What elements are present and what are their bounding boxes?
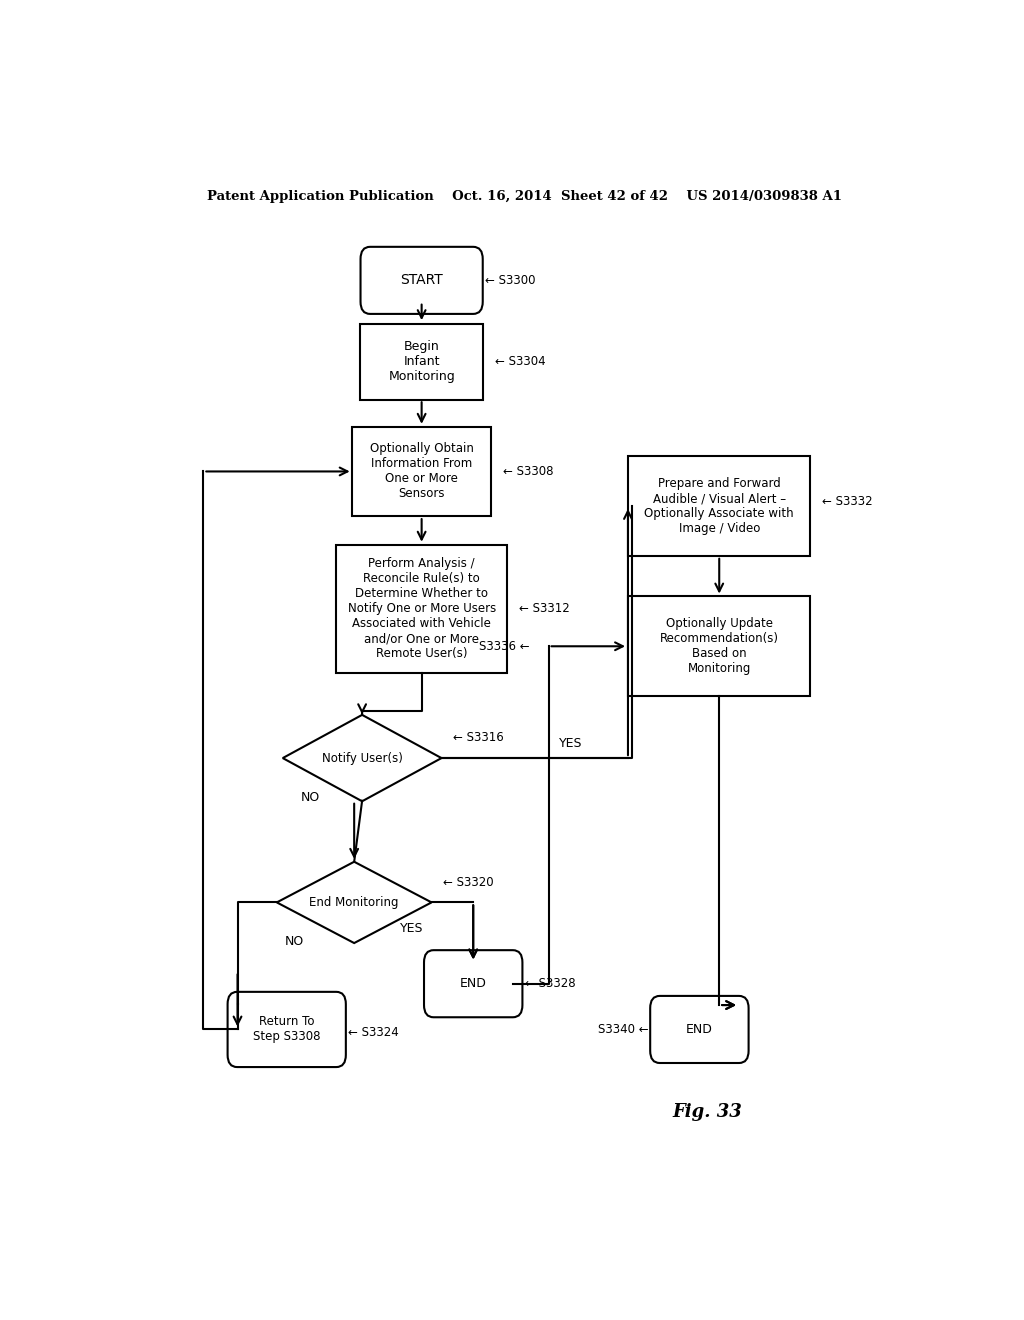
Polygon shape — [283, 715, 441, 801]
Text: Optionally Obtain
Information From
One or More
Sensors: Optionally Obtain Information From One o… — [370, 442, 473, 500]
FancyBboxPatch shape — [650, 995, 749, 1063]
Text: ← S3332: ← S3332 — [822, 495, 873, 508]
Text: Optionally Update
Recommendation(s)
Based on
Monitoring: Optionally Update Recommendation(s) Base… — [659, 618, 778, 676]
FancyBboxPatch shape — [360, 247, 482, 314]
Text: ← S3300: ← S3300 — [485, 273, 536, 286]
Text: END: END — [686, 1023, 713, 1036]
FancyBboxPatch shape — [424, 950, 522, 1018]
Text: START: START — [400, 273, 443, 288]
Bar — [628, 457, 811, 556]
Text: ← S3308: ← S3308 — [503, 465, 554, 478]
Text: Begin
Infant
Monitoring: Begin Infant Monitoring — [388, 341, 455, 383]
Text: S3336 ←: S3336 ← — [479, 640, 529, 653]
Bar — [336, 545, 507, 673]
Text: Patent Application Publication    Oct. 16, 2014  Sheet 42 of 42    US 2014/03098: Patent Application Publication Oct. 16, … — [207, 190, 843, 202]
Text: Perform Analysis /
Reconcile Rule(s) to
Determine Whether to
Notify One or More : Perform Analysis / Reconcile Rule(s) to … — [347, 557, 496, 660]
Text: ← S3320: ← S3320 — [443, 875, 495, 888]
Text: NO: NO — [301, 791, 321, 804]
FancyBboxPatch shape — [227, 991, 346, 1067]
Bar — [360, 323, 483, 400]
Text: YES: YES — [400, 923, 424, 936]
Text: NO: NO — [285, 935, 304, 948]
Text: Prepare and Forward
Audible / Visual Alert –
Optionally Associate with
Image / V: Prepare and Forward Audible / Visual Ale… — [644, 477, 794, 535]
Text: ← S3304: ← S3304 — [495, 355, 546, 368]
Text: ← S3324: ← S3324 — [348, 1026, 399, 1039]
Bar — [352, 426, 492, 516]
Text: Notify User(s): Notify User(s) — [322, 751, 402, 764]
Text: ← S3312: ← S3312 — [519, 602, 569, 615]
Text: END: END — [460, 977, 486, 990]
Text: ← S3328: ← S3328 — [524, 977, 575, 990]
Text: Fig. 33: Fig. 33 — [673, 1102, 742, 1121]
Bar — [628, 597, 811, 696]
Text: End Monitoring: End Monitoring — [309, 896, 399, 909]
Polygon shape — [276, 862, 431, 942]
Text: YES: YES — [559, 738, 583, 750]
Text: Return To
Step S3308: Return To Step S3308 — [253, 1015, 321, 1043]
Text: ← S3316: ← S3316 — [454, 731, 504, 744]
Text: S3340 ←: S3340 ← — [598, 1023, 648, 1036]
